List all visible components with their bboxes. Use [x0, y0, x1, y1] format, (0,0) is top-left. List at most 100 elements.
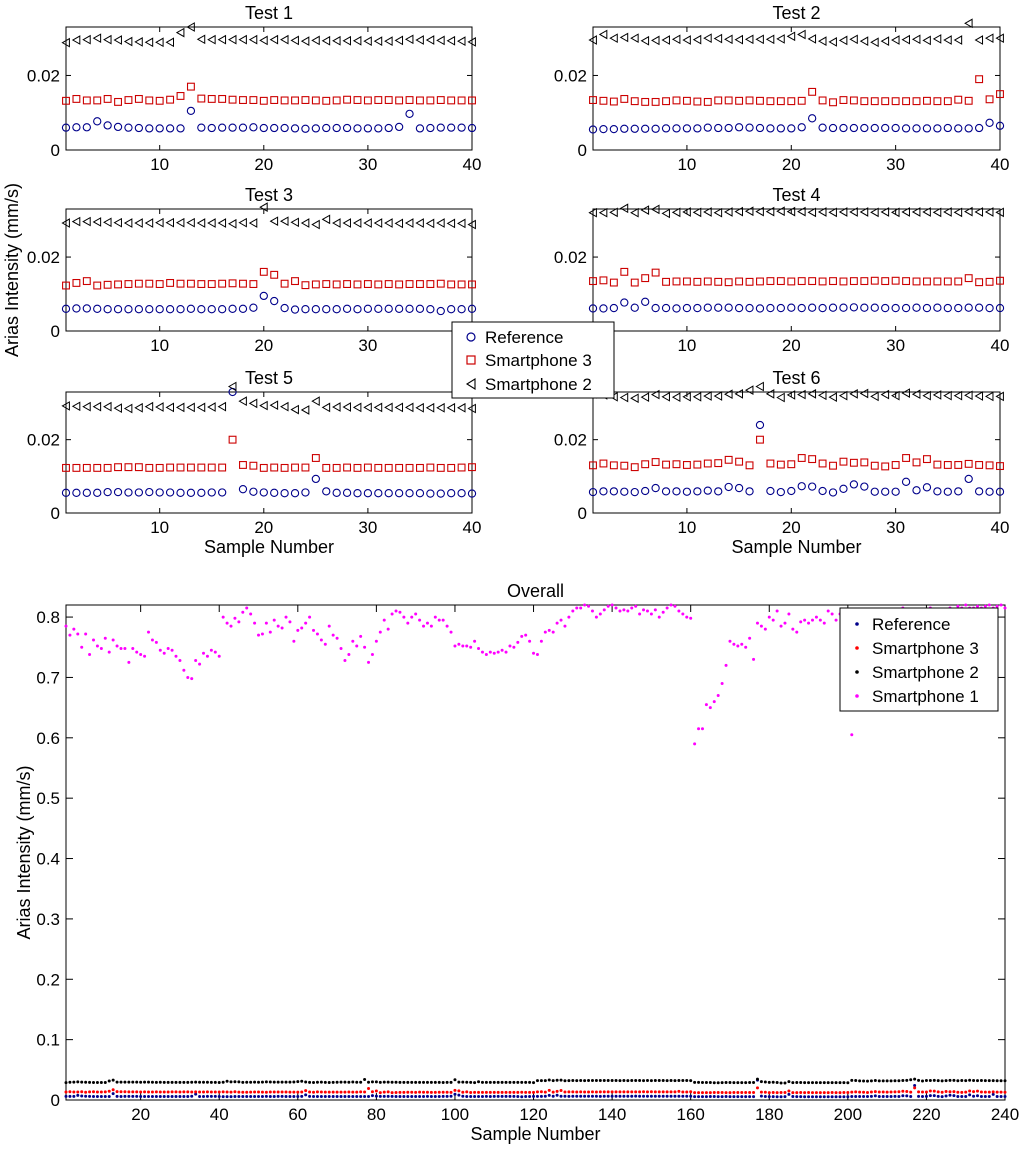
point-smartphone-2 [779, 1081, 783, 1085]
point-smartphone-3 [839, 457, 848, 466]
point-reference [249, 1094, 253, 1098]
series-smartphone-3 [62, 435, 476, 472]
point-smartphone-3 [322, 463, 331, 472]
point-smartphone-2 [280, 34, 289, 45]
point-smartphone-3 [830, 1091, 834, 1095]
point-smartphone-2 [425, 1080, 429, 1084]
point-reference [588, 487, 598, 497]
point-smartphone-2 [363, 1077, 367, 1081]
point-smartphone-3 [693, 1091, 697, 1095]
point-smartphone-2 [508, 1080, 512, 1084]
point-smartphone-1 [508, 644, 512, 648]
point-smartphone-1 [437, 618, 441, 622]
point-smartphone-1 [111, 638, 115, 642]
point-reference [415, 124, 425, 133]
point-smartphone-2 [995, 33, 1004, 44]
point-smartphone-2 [671, 392, 681, 402]
point-reference [119, 1094, 123, 1098]
point-smartphone-2 [880, 389, 890, 400]
point-smartphone-2 [807, 1081, 811, 1085]
point-smartphone-2 [139, 1080, 143, 1084]
point-smartphone-3 [150, 1090, 154, 1094]
point-reference [245, 1095, 249, 1099]
point-smartphone-3 [551, 1090, 555, 1094]
point-reference [974, 487, 984, 496]
point-reference [301, 488, 310, 497]
point-reference [839, 303, 848, 312]
point-smartphone-2 [367, 1080, 371, 1084]
point-smartphone-3 [249, 461, 258, 470]
point-smartphone-2 [771, 1080, 775, 1084]
point-smartphone-1 [418, 618, 422, 622]
legend-overall-label-reference: Reference [872, 615, 950, 634]
point-smartphone-3 [630, 97, 639, 106]
point-smartphone-3 [933, 97, 942, 106]
point-smartphone-2 [964, 390, 973, 401]
point-smartphone-2 [618, 1079, 622, 1083]
legend-label-smartphone-2: Smartphone 2 [485, 375, 592, 394]
point-smartphone-1 [810, 618, 814, 622]
point-smartphone-2 [708, 1080, 712, 1084]
point-smartphone-3 [304, 1089, 308, 1093]
series-reference [64, 1078, 1007, 1099]
point-smartphone-3 [504, 1090, 508, 1094]
point-reference [280, 303, 289, 313]
point-smartphone-1 [363, 645, 367, 649]
point-reference [437, 1094, 441, 1098]
point-reference [103, 487, 112, 497]
point-smartphone-3 [249, 96, 258, 105]
point-reference [881, 123, 890, 133]
point-smartphone-2 [68, 1080, 72, 1084]
point-smartphone-3 [555, 1089, 559, 1093]
point-reference [828, 488, 838, 497]
point-smartphone-1 [626, 609, 630, 613]
point-smartphone-2 [311, 219, 320, 230]
point-smartphone-2 [692, 207, 702, 218]
point-smartphone-3 [858, 1090, 862, 1094]
point-smartphone-1 [689, 616, 693, 620]
point-smartphone-2 [186, 22, 195, 32]
point-smartphone-3 [797, 454, 806, 462]
y-tick-label: 0.02 [27, 431, 60, 450]
point-smartphone-1 [260, 632, 264, 636]
point-smartphone-1 [249, 612, 253, 616]
point-smartphone-3 [239, 279, 247, 288]
point-smartphone-2 [95, 1081, 99, 1085]
point-smartphone-1 [484, 653, 488, 656]
point-smartphone-3 [849, 458, 858, 467]
point-reference [124, 305, 133, 314]
point-smartphone-1 [72, 627, 76, 631]
point-smartphone-3 [436, 96, 445, 105]
point-smartphone-3 [111, 1088, 115, 1092]
point-smartphone-3 [928, 1089, 932, 1093]
point-smartphone-3 [395, 463, 404, 472]
point-reference [791, 1094, 795, 1098]
point-smartphone-1 [665, 606, 669, 610]
point-smartphone-2 [881, 1079, 885, 1083]
point-reference [512, 1094, 516, 1098]
point-smartphone-2 [347, 1080, 351, 1084]
point-reference [264, 1094, 268, 1098]
point-reference [703, 303, 712, 312]
point-smartphone-2 [155, 37, 164, 48]
point-smartphone-2 [885, 1079, 889, 1083]
point-reference [288, 1094, 292, 1098]
point-smartphone-3 [755, 1086, 759, 1090]
point-smartphone-2 [259, 400, 268, 411]
point-smartphone-2 [724, 34, 733, 45]
x-tick-label: 10 [677, 155, 696, 174]
point-reference [975, 1094, 979, 1098]
point-reference [150, 1094, 154, 1098]
point-reference [270, 488, 279, 497]
point-smartphone-2 [901, 1078, 905, 1082]
x-tick-label: 40 [463, 155, 482, 174]
point-smartphone-3 [384, 280, 393, 288]
point-smartphone-3 [291, 277, 299, 286]
point-smartphone-2 [748, 1081, 752, 1085]
point-reference [386, 1094, 390, 1098]
point-smartphone-1 [119, 646, 123, 650]
point-smartphone-3 [311, 96, 320, 105]
point-smartphone-3 [889, 1090, 893, 1094]
point-reference [708, 1095, 712, 1099]
